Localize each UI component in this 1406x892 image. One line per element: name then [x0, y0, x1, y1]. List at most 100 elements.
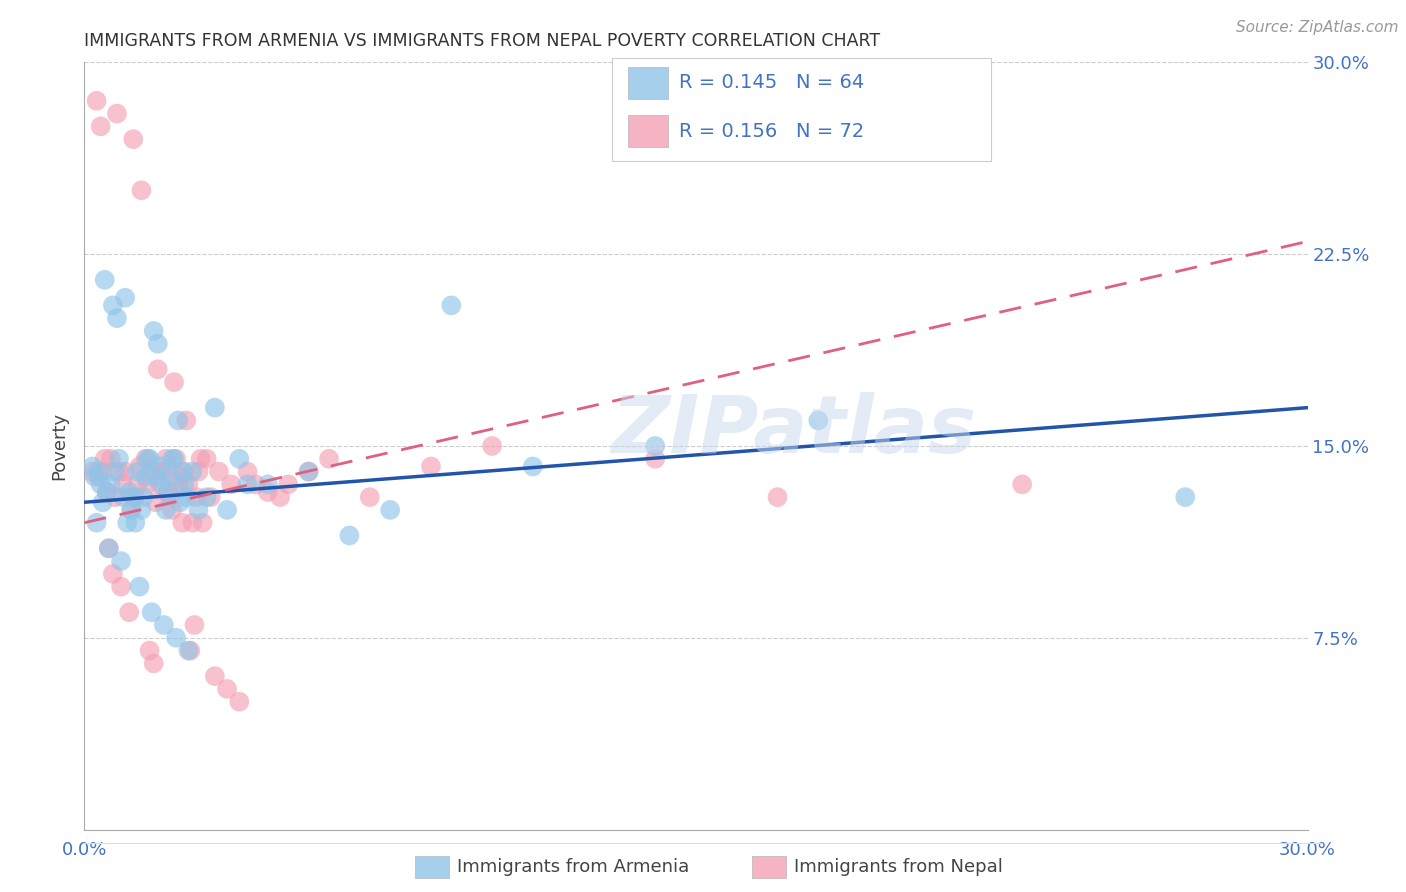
Point: [124, 490, 146, 504]
Point: [156, 485, 179, 500]
Point: [118, 485, 141, 500]
Point: [172, 465, 194, 479]
Point: [108, 465, 131, 479]
Point: [155, 451, 177, 466]
Point: [277, 477, 299, 491]
Point: [257, 485, 280, 500]
Point: [359, 490, 381, 504]
Point: [165, 451, 187, 466]
Point: [122, 132, 145, 146]
Point: [159, 490, 181, 504]
Point: [138, 451, 160, 466]
Point: [145, 495, 167, 509]
Point: [97, 541, 120, 556]
Point: [177, 477, 200, 491]
Point: [87, 469, 110, 483]
Point: [236, 477, 259, 491]
Point: [1174, 490, 1197, 504]
Point: [104, 465, 127, 479]
Y-axis label: Poverty: Poverty: [51, 412, 69, 480]
Point: [138, 643, 160, 657]
Point: [112, 477, 135, 491]
Point: [174, 413, 197, 427]
Point: [204, 669, 226, 683]
Point: [141, 605, 163, 619]
Point: [172, 516, 194, 530]
Point: [136, 451, 159, 466]
Point: [141, 465, 163, 479]
Point: [115, 516, 138, 530]
Point: [90, 477, 112, 491]
Point: [165, 631, 187, 645]
Point: [153, 465, 176, 479]
Point: [380, 503, 402, 517]
Point: [167, 413, 190, 427]
Point: [87, 465, 110, 479]
Point: [228, 695, 250, 709]
Point: [181, 465, 204, 479]
Point: [128, 459, 150, 474]
Point: [135, 451, 157, 466]
Point: [440, 298, 463, 312]
Point: [82, 459, 104, 474]
Point: [120, 503, 142, 517]
Point: [150, 477, 173, 491]
Text: Immigrants from Nepal: Immigrants from Nepal: [794, 858, 1004, 876]
Point: [169, 495, 191, 509]
Text: Source: ZipAtlas.com: Source: ZipAtlas.com: [1236, 20, 1399, 35]
Point: [644, 439, 666, 453]
Point: [183, 618, 205, 632]
Point: [146, 362, 169, 376]
Point: [122, 490, 145, 504]
Point: [136, 477, 159, 491]
Point: [269, 490, 291, 504]
Point: [173, 477, 195, 491]
Point: [160, 451, 183, 466]
Point: [104, 490, 127, 504]
Point: [142, 657, 165, 671]
Point: [150, 465, 173, 479]
Point: [156, 485, 179, 500]
Point: [105, 106, 128, 120]
Point: [90, 120, 112, 134]
Point: [204, 401, 226, 415]
Point: [177, 643, 200, 657]
Point: [97, 541, 120, 556]
Point: [169, 469, 191, 483]
Point: [108, 451, 131, 466]
Point: [153, 618, 176, 632]
Point: [190, 451, 212, 466]
Point: [187, 503, 209, 517]
Point: [91, 465, 114, 479]
Point: [149, 459, 172, 474]
Point: [101, 298, 124, 312]
Point: [100, 451, 122, 466]
Text: R = 0.156   N = 72: R = 0.156 N = 72: [679, 121, 865, 141]
Point: [110, 554, 132, 568]
Point: [100, 477, 122, 491]
Point: [195, 451, 218, 466]
Point: [298, 465, 321, 479]
Point: [228, 451, 250, 466]
Point: [110, 580, 132, 594]
Point: [93, 451, 115, 466]
Point: [105, 311, 128, 326]
Point: [93, 273, 115, 287]
Point: [86, 94, 108, 108]
Point: [91, 495, 114, 509]
Point: [114, 465, 136, 479]
Point: [522, 459, 544, 474]
Point: [181, 516, 204, 530]
Point: [174, 490, 197, 504]
Point: [127, 477, 149, 491]
Point: [146, 336, 169, 351]
Point: [142, 324, 165, 338]
Point: [101, 566, 124, 581]
Point: [179, 643, 201, 657]
Point: [127, 465, 149, 479]
Text: Immigrants from Armenia: Immigrants from Armenia: [457, 858, 689, 876]
Point: [131, 183, 153, 197]
Point: [1011, 477, 1033, 491]
Point: [155, 503, 177, 517]
Point: [187, 465, 209, 479]
